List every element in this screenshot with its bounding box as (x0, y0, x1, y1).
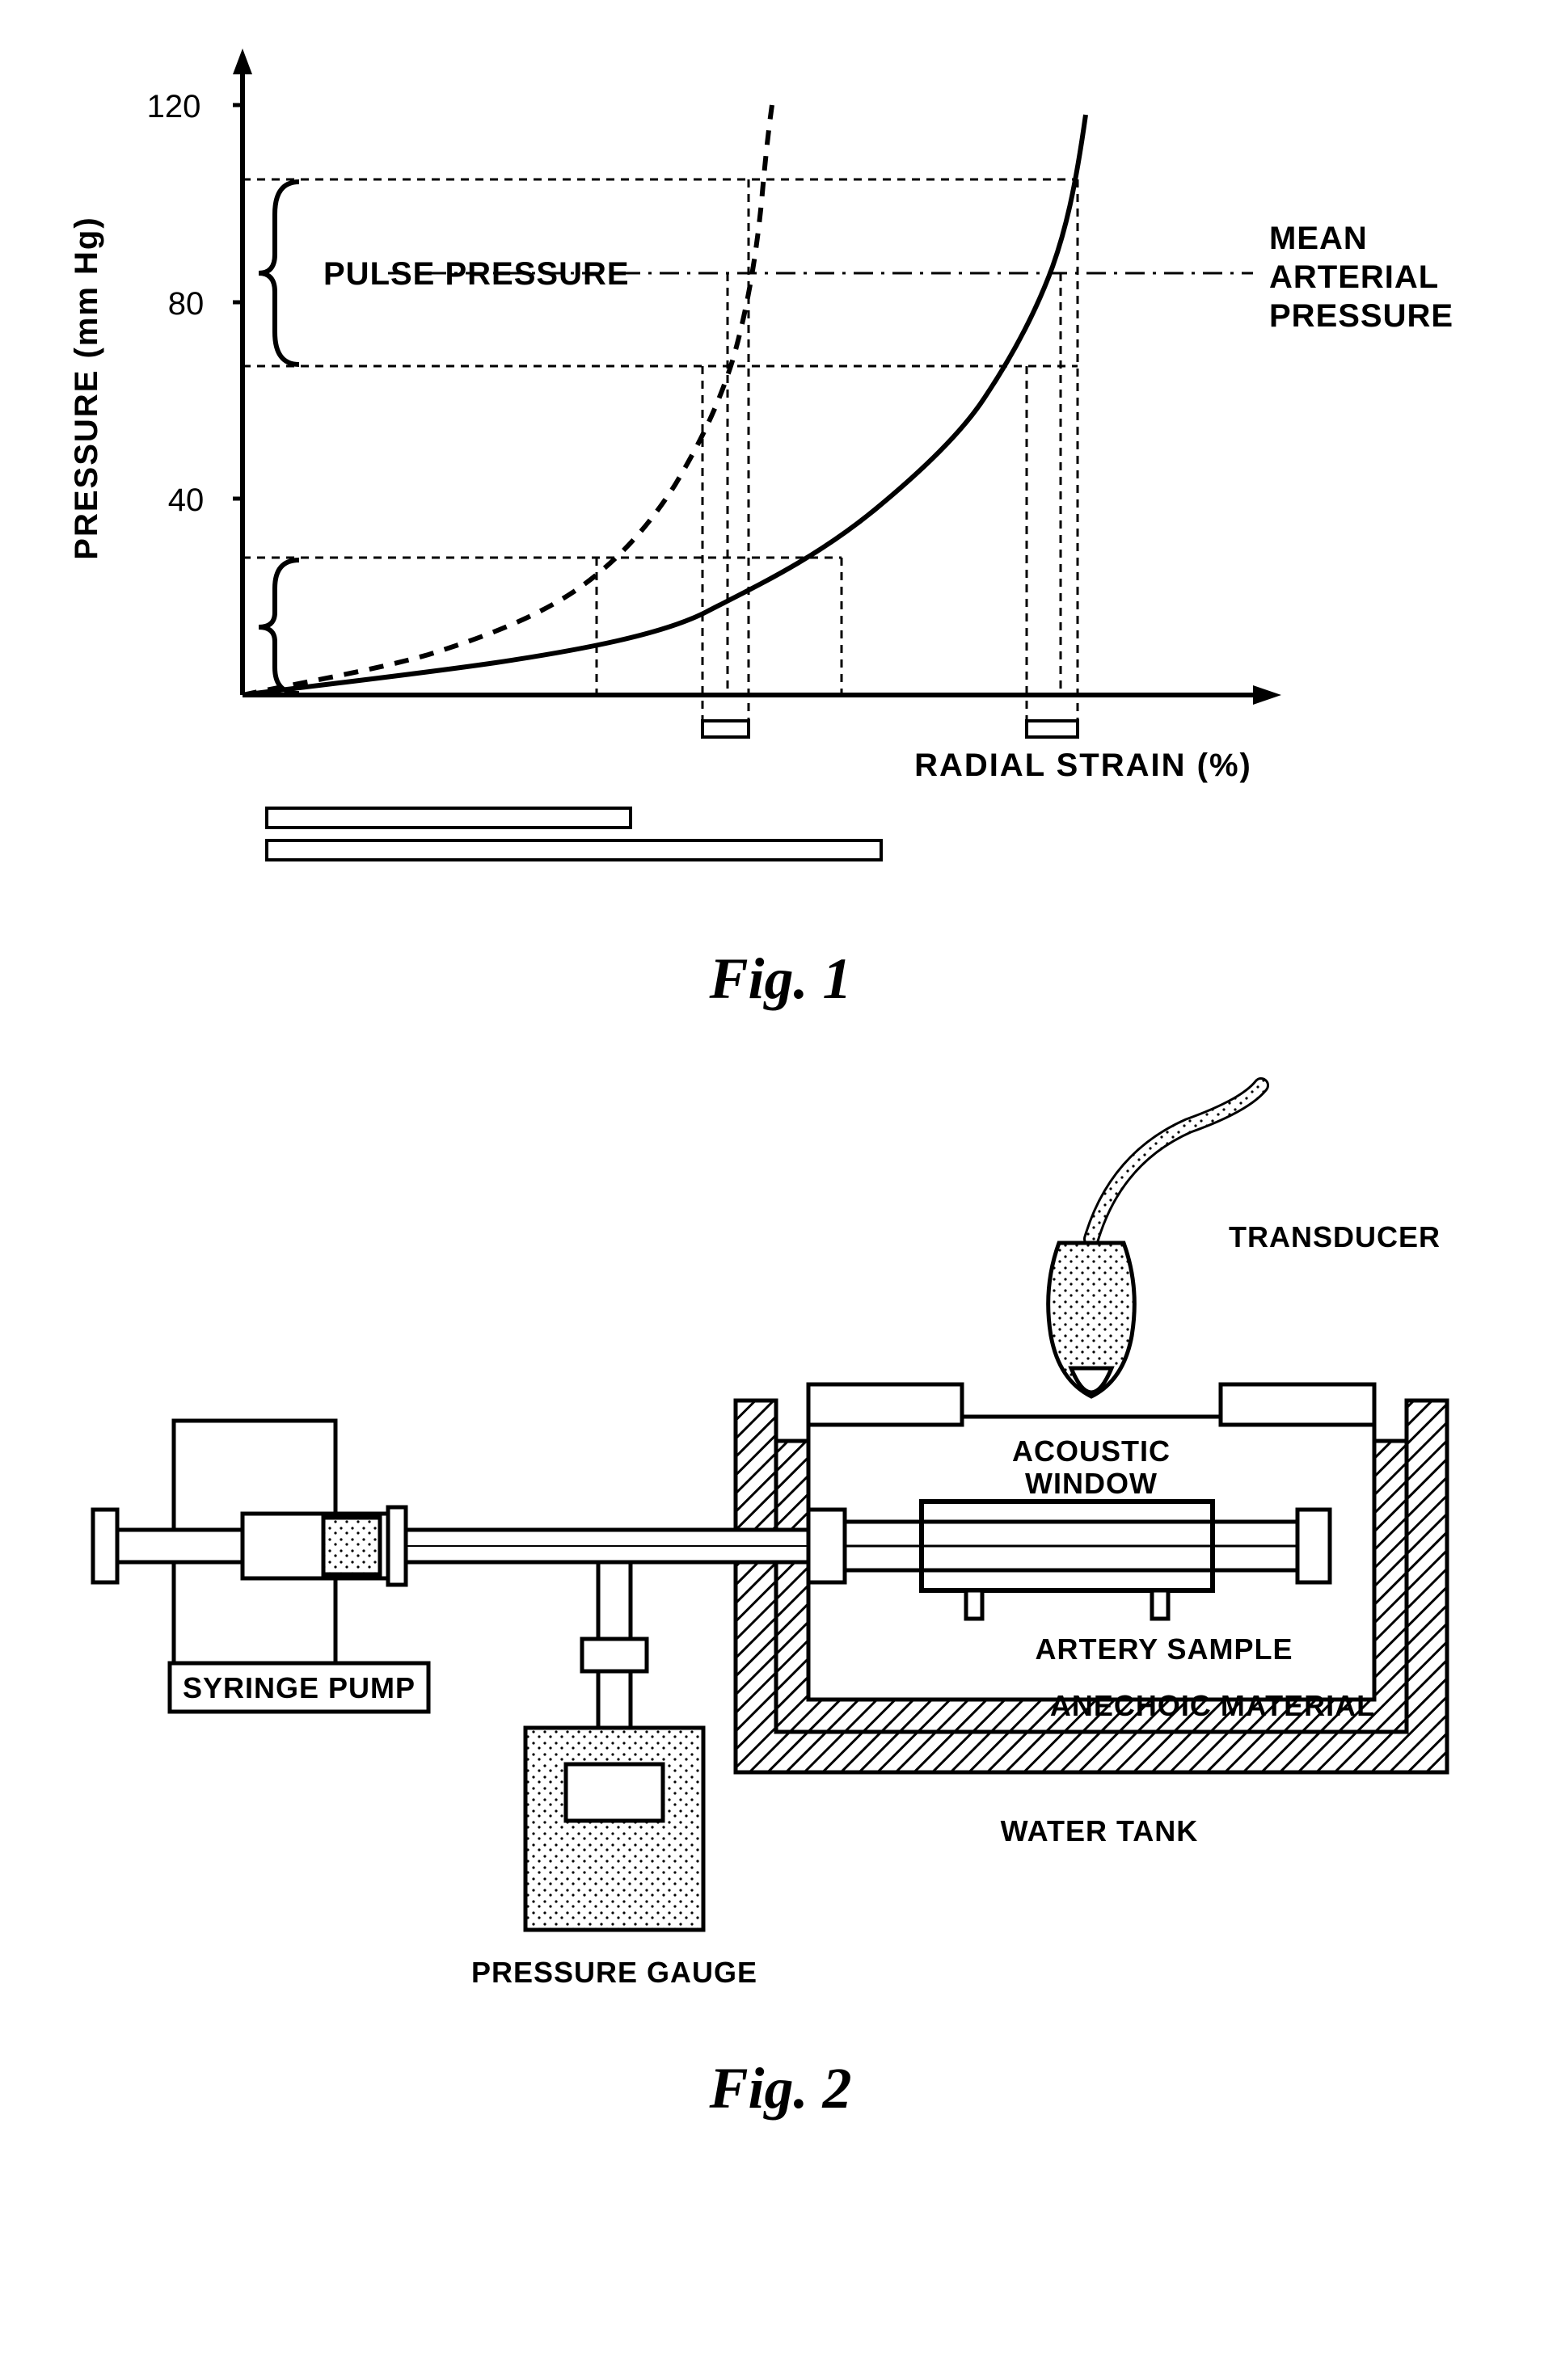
pressure-gauge-label: PRESSURE GAUGE (471, 1956, 757, 1989)
figure-1: 40 80 120 PRESSURE (mm Hg) RADIAL STRAIN… (32, 32, 1529, 1013)
svg-text:MEAN: MEAN (1269, 221, 1368, 256)
dashed-curve (243, 105, 772, 695)
artery-sample-label: ARTERY SAMPLE (1035, 1632, 1293, 1666)
range-bars (267, 808, 881, 860)
transducer-label: TRANSDUCER (1229, 1220, 1441, 1253)
ytick-120: 120 (147, 89, 201, 124)
syringe-pump: SYRINGE PUMP (93, 1421, 428, 1712)
water-tank-label: WATER TANK (1001, 1814, 1199, 1847)
y-ticks: 40 80 120 (147, 89, 243, 518)
anechoic-label: ANECHOIC MATERIAL (1050, 1689, 1375, 1722)
ytick-80: 80 (168, 286, 205, 322)
x-axis-label: RADIAL STRAIN (%) (914, 748, 1252, 783)
h-reflines (243, 179, 1078, 558)
diagram-svg: SYRINGE PUMP PRESSURE GAUGE TRANSDUCER A… (32, 1061, 1528, 2031)
svg-text:PRESSURE: PRESSURE (1269, 298, 1453, 334)
ytick-40: 40 (168, 482, 205, 518)
mean-arterial-label: MEAN ARTERIAL PRESSURE (1269, 221, 1453, 334)
chart-svg: 40 80 120 PRESSURE (mm Hg) RADIAL STRAIN… (32, 32, 1528, 921)
marker-boxes (702, 721, 1078, 737)
transducer: TRANSDUCER (1048, 1085, 1441, 1396)
fig1-caption: Fig. 1 (32, 946, 1529, 1013)
pulse-brace (259, 182, 299, 364)
gauge-branch (582, 1562, 647, 1728)
svg-text:ARTERIAL: ARTERIAL (1269, 259, 1439, 295)
solid-curve (243, 115, 1086, 695)
syringe-pump-label: SYRINGE PUMP (183, 1671, 416, 1704)
x-axis-arrow (1253, 685, 1281, 705)
acoustic-window-label2: WINDOW (1025, 1467, 1158, 1500)
y-axis-label: PRESSURE (mm Hg) (69, 216, 104, 559)
v-reflines (597, 179, 1078, 727)
pulse-pressure-label: PULSE PRESSURE (323, 256, 630, 292)
pressure-gauge: PRESSURE GAUGE (471, 1728, 757, 1989)
acoustic-window-label1: ACOUSTIC (1012, 1434, 1171, 1468)
lower-brace (259, 560, 299, 693)
main-pipe (380, 1530, 808, 1562)
fig2-caption: Fig. 2 (32, 2055, 1529, 2122)
figure-2: SYRINGE PUMP PRESSURE GAUGE TRANSDUCER A… (32, 1061, 1529, 2122)
y-axis-arrow (233, 48, 252, 74)
